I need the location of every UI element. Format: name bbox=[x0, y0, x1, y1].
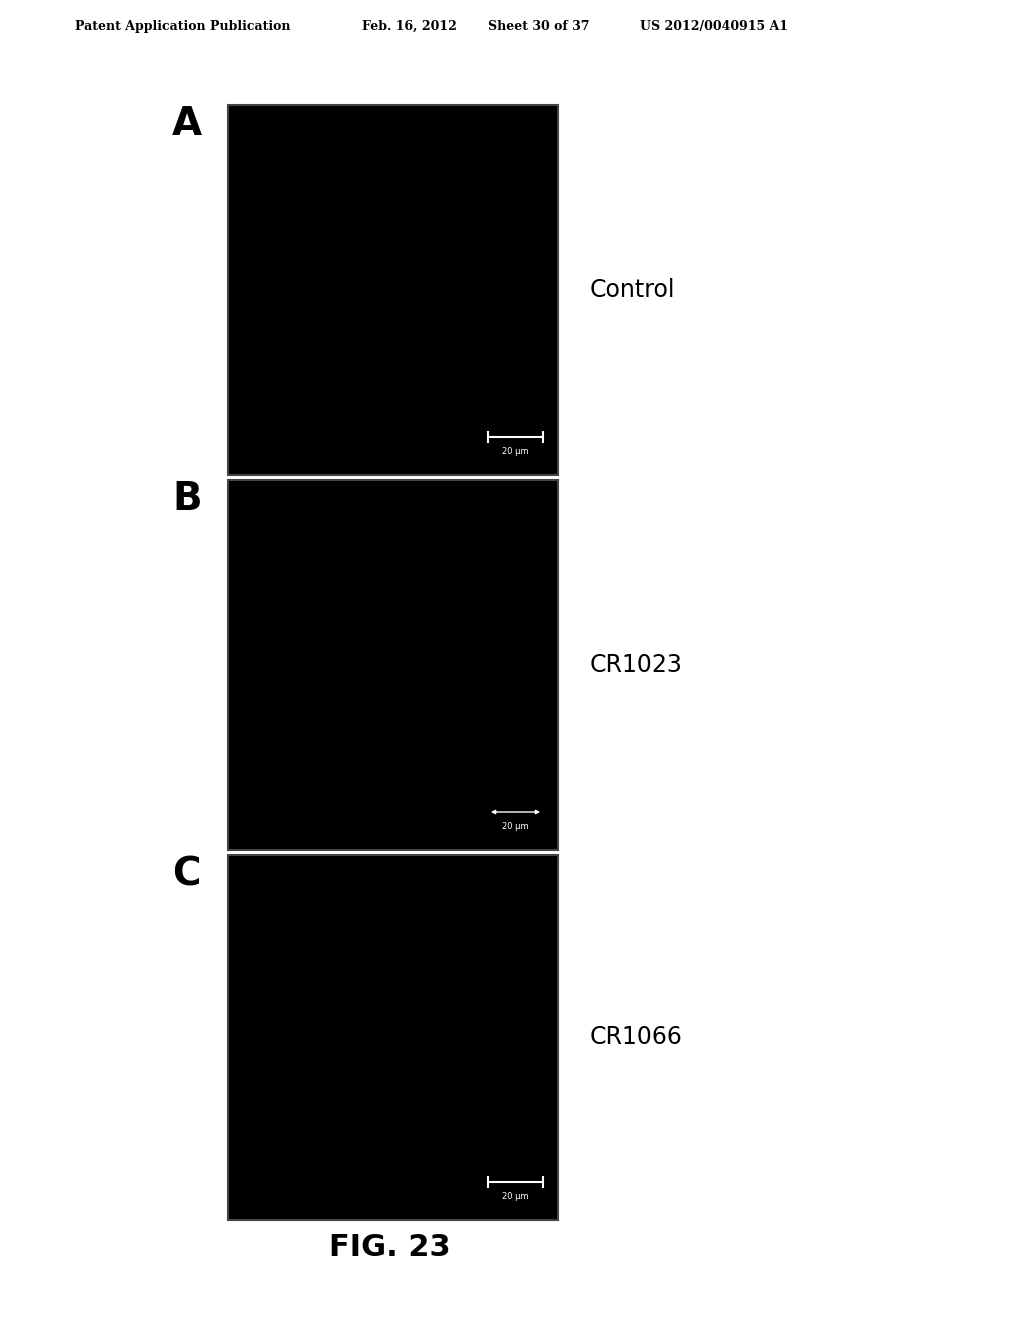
Text: US 2012/0040915 A1: US 2012/0040915 A1 bbox=[640, 20, 788, 33]
Text: 20 μm: 20 μm bbox=[502, 1192, 528, 1201]
Text: Sheet 30 of 37: Sheet 30 of 37 bbox=[488, 20, 590, 33]
Text: A: A bbox=[172, 106, 202, 143]
Text: CR1066: CR1066 bbox=[590, 1026, 683, 1049]
Text: Feb. 16, 2012: Feb. 16, 2012 bbox=[362, 20, 457, 33]
Bar bbox=[228, 106, 558, 475]
Text: C: C bbox=[172, 855, 201, 894]
Text: FIG. 23: FIG. 23 bbox=[329, 1233, 451, 1262]
Text: Patent Application Publication: Patent Application Publication bbox=[75, 20, 291, 33]
Text: B: B bbox=[172, 480, 202, 517]
Text: Control: Control bbox=[590, 279, 676, 302]
Bar bbox=[228, 480, 558, 850]
Text: CR1023: CR1023 bbox=[590, 653, 683, 677]
Text: 20 μm: 20 μm bbox=[502, 447, 528, 455]
Text: 20 μm: 20 μm bbox=[502, 822, 528, 832]
Bar bbox=[228, 855, 558, 1220]
